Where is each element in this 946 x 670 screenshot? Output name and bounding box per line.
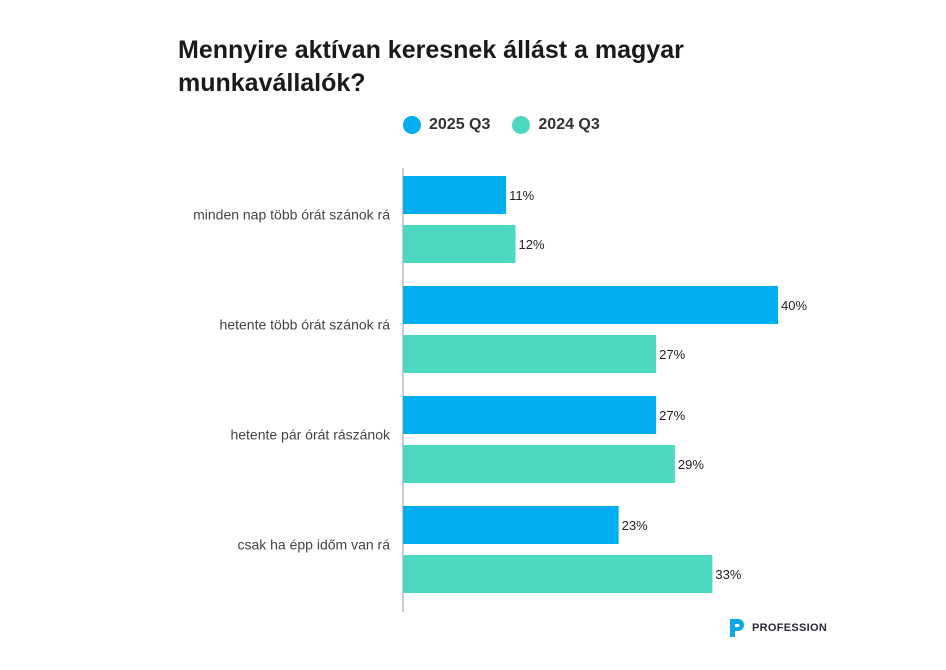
bar-2024-q3 xyxy=(403,555,713,593)
profession-logo-icon xyxy=(730,619,744,637)
bar-2025-q3 xyxy=(403,286,778,324)
bar-2025-q3 xyxy=(403,506,619,544)
chart-title: Mennyire aktívan keresnek állást a magya… xyxy=(178,36,684,97)
category-label: hetente több órát szánok rá xyxy=(220,317,391,333)
data-label: 27% xyxy=(659,347,685,362)
bar-2024-q3 xyxy=(403,225,516,263)
legend-swatch-2024 xyxy=(512,116,531,134)
category-label: minden nap több órát szánok rá xyxy=(193,207,390,223)
legend-swatch-2025 xyxy=(403,116,421,134)
bar-2024-q3 xyxy=(403,335,657,373)
category-label: csak ha épp időm van rá xyxy=(237,537,390,553)
data-label: 33% xyxy=(715,567,741,582)
bar-2025-q3 xyxy=(403,176,507,214)
profession-logo-text: PROFESSION xyxy=(752,622,828,634)
data-label: 11% xyxy=(509,188,534,203)
legend-item-2025: 2025 Q3 xyxy=(403,116,490,134)
legend: 2025 Q3 2024 Q3 xyxy=(403,116,600,134)
data-label: 27% xyxy=(659,408,685,423)
data-label: 40% xyxy=(781,298,807,313)
bar-2024-q3 xyxy=(403,445,675,483)
profession-logo: PROFESSION xyxy=(728,617,827,639)
data-label: 12% xyxy=(519,237,545,252)
bar-2025-q3 xyxy=(403,396,657,434)
legend-item-2024: 2024 Q3 xyxy=(512,116,600,134)
data-label: 29% xyxy=(678,457,704,472)
category-label: hetente pár órát rászánok xyxy=(230,427,391,443)
legend-label-2025: 2025 Q3 xyxy=(429,116,491,133)
data-label: 23% xyxy=(622,518,648,533)
legend-label-2024: 2024 Q3 xyxy=(538,116,600,133)
